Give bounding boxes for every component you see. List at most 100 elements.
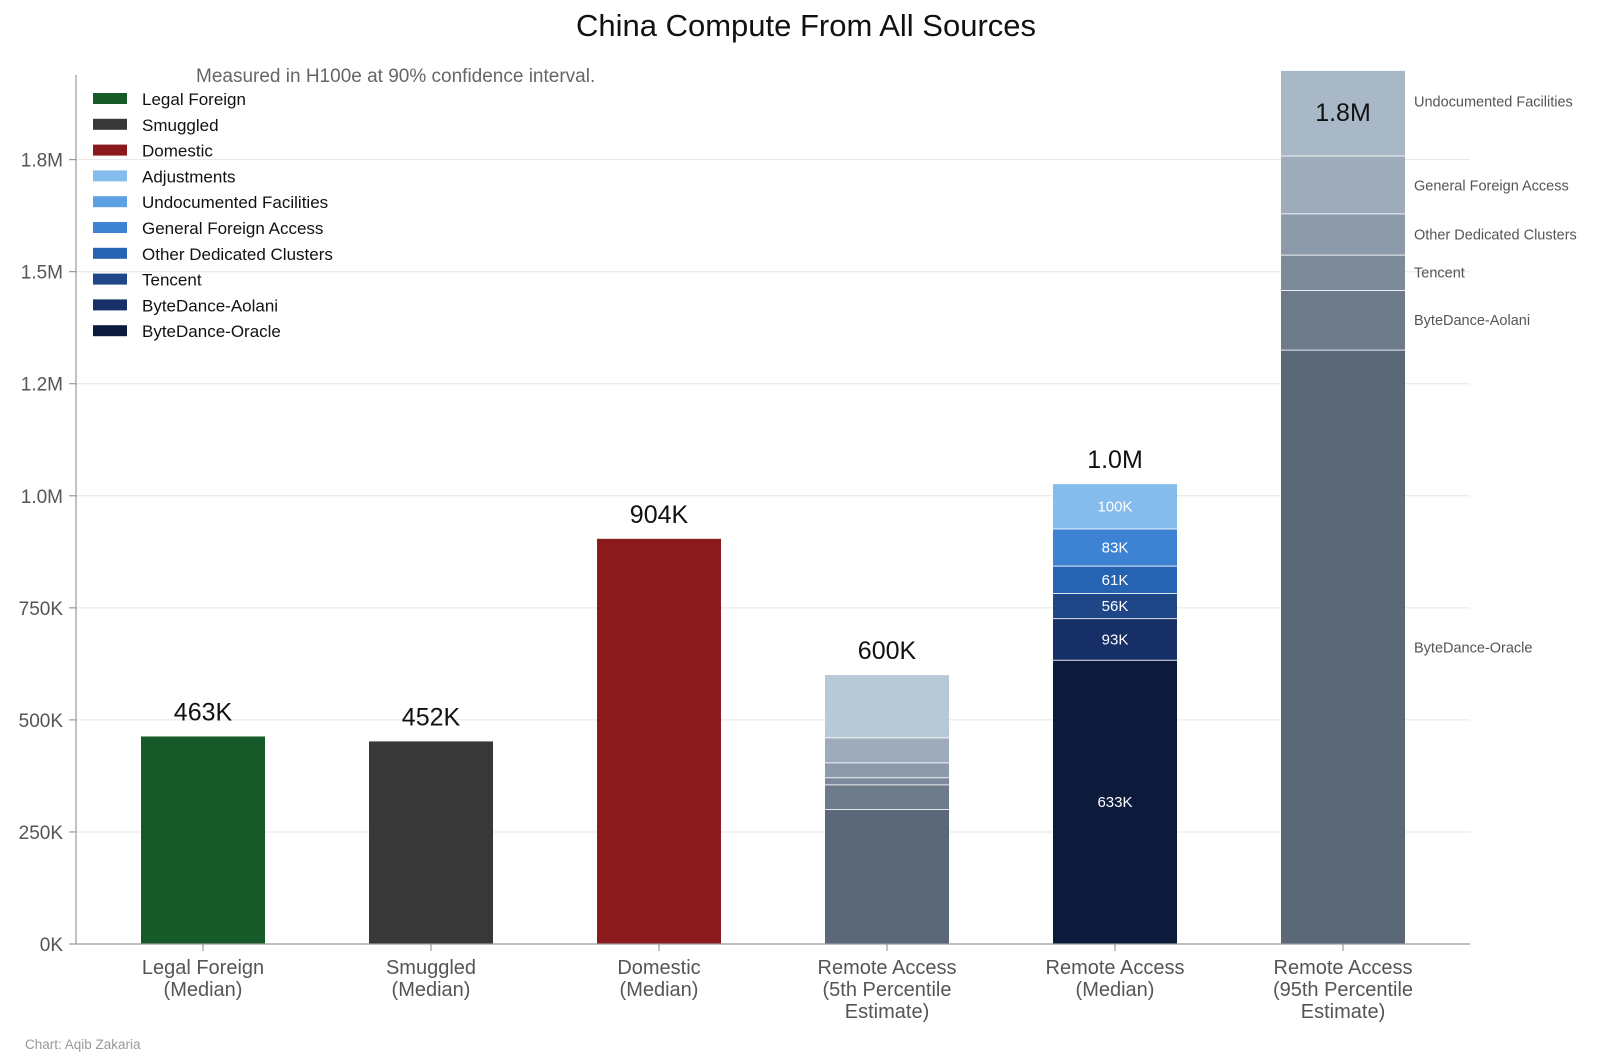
- x-tick-label: Smuggled: [386, 957, 476, 979]
- x-tick-label: (Median): [1076, 979, 1155, 1001]
- legend: Legal Foreign Smuggled Domestic Adjustments…: [93, 90, 333, 341]
- y-tick-label: 1.0M: [21, 487, 63, 508]
- x-tick-label: Legal Foreign: [142, 957, 264, 979]
- x-tick-label: (95th Percentile: [1273, 979, 1413, 1001]
- gridlines: [76, 159, 1470, 833]
- bar-segment: [1053, 618, 1177, 661]
- bar-stack: 1.8M: [1281, 70, 1405, 945]
- legend-item: ByteDance-Oracle: [93, 322, 281, 341]
- y-tick-label: 1.5M: [21, 263, 63, 284]
- right-side-segment-labels: Undocumented Facilities General Foreign A…: [1414, 94, 1577, 656]
- legend-item: ByteDance-Aolani: [93, 296, 278, 315]
- bar-segment: [825, 777, 949, 785]
- bar-segment: [1053, 484, 1177, 529]
- bar-total-label: 904K: [630, 501, 689, 529]
- bar-segment: [825, 762, 949, 778]
- legend-swatch: [93, 144, 127, 156]
- legend-label: ByteDance-Aolani: [142, 296, 278, 315]
- bar-segment: [1053, 593, 1177, 619]
- bar-stack: 600K: [825, 637, 949, 944]
- y-tick-label: 0K: [40, 935, 64, 956]
- x-tick-label: Remote Access: [1274, 957, 1413, 979]
- legend-label: Tencent: [142, 271, 202, 290]
- bar-segment: [1053, 566, 1177, 594]
- bar-segment: [825, 737, 949, 763]
- segment-value-label: 61K: [1102, 572, 1129, 589]
- legend-label: General Foreign Access: [142, 219, 323, 238]
- bar-segment: [1281, 156, 1405, 214]
- bar-stack: 633K 93K 56K 61K 83K 100K 1.0M: [1053, 446, 1177, 944]
- legend-item: Other Dedicated Clusters: [93, 245, 333, 264]
- x-tick-label: Remote Access: [1046, 957, 1185, 979]
- bars-group: 463K 452K 904K 600K 633K 93K 56K 61K 83K 100K 1.0M…: [141, 70, 1405, 945]
- bar-total-label: 600K: [858, 637, 917, 665]
- legend-item: Tencent: [93, 271, 202, 290]
- y-tick-label: 1.8M: [21, 151, 63, 172]
- x-tick-label: (Median): [620, 979, 699, 1001]
- y-tick-label: 1.2M: [21, 375, 63, 396]
- legend-swatch: [93, 222, 127, 233]
- axes-group: [75, 75, 1470, 945]
- chart-credit: Chart: Aqib Zakaria: [25, 1037, 141, 1052]
- y-tick-label: 250K: [19, 823, 64, 844]
- bar-stack: 904K: [597, 501, 721, 944]
- legend-swatch: [93, 118, 127, 130]
- legend-label: Other Dedicated Clusters: [142, 245, 333, 264]
- bar-stack: 463K: [141, 698, 265, 944]
- bar-segment: [597, 538, 721, 944]
- bar-segment: [1053, 528, 1177, 567]
- bar-segment: [1281, 290, 1405, 351]
- legend-swatch: [93, 299, 127, 311]
- bar-segment: [369, 741, 493, 944]
- legend-label: ByteDance-Oracle: [142, 322, 281, 341]
- x-tick-label: (Median): [164, 979, 243, 1001]
- legend-swatch: [93, 273, 127, 285]
- bar-segment: [825, 675, 949, 738]
- x-tick-label: Remote Access: [818, 957, 957, 979]
- legend-label: Adjustments: [142, 167, 236, 186]
- segment-value-label: 100K: [1097, 499, 1132, 516]
- right-segment-label: Undocumented Facilities: [1414, 94, 1573, 110]
- right-segment-label: Other Dedicated Clusters: [1414, 227, 1577, 243]
- x-tick-label: (5th Percentile: [823, 979, 952, 1001]
- legend-swatch: [93, 196, 127, 208]
- chart-subtitle: Measured in H100e at 90% confidence inte…: [196, 66, 595, 87]
- right-segment-label: ByteDance-Oracle: [1414, 640, 1532, 656]
- bar-segment: [1281, 255, 1405, 291]
- legend-item: Adjustments: [93, 167, 236, 186]
- legend-label: Domestic: [142, 142, 213, 161]
- x-tick-label: Estimate): [1301, 1001, 1385, 1023]
- bar-segment: [825, 784, 949, 810]
- bar-segment: [1281, 213, 1405, 256]
- segment-value-label: 633K: [1097, 794, 1132, 811]
- x-tick-label: Estimate): [845, 1001, 929, 1023]
- bar-total-label: 1.8M: [1315, 99, 1371, 127]
- bar-segment: [141, 736, 265, 944]
- bar-segment: [825, 809, 949, 944]
- x-tick-label: Domestic: [617, 957, 700, 979]
- y-tick-label: 500K: [19, 711, 64, 732]
- segment-value-label: 56K: [1102, 598, 1129, 615]
- right-segment-label: ByteDance-Aolani: [1414, 313, 1530, 329]
- bar-total-label: 463K: [174, 698, 233, 726]
- x-axis-tick-labels: Legal Foreign(Median)Smuggled(Median)Dom…: [142, 944, 1413, 1023]
- x-tick-label: (Median): [392, 979, 471, 1001]
- bar-segment: [1281, 350, 1405, 945]
- bar-total-label: 452K: [402, 703, 461, 731]
- legend-label: Smuggled: [142, 116, 219, 135]
- legend-label: Undocumented Facilities: [142, 193, 328, 212]
- legend-swatch: [93, 170, 127, 182]
- legend-item: Undocumented Facilities: [93, 193, 328, 212]
- segment-value-label: 93K: [1102, 631, 1129, 648]
- y-tick-label: 750K: [19, 599, 64, 620]
- bar-total-label: 1.0M: [1087, 446, 1143, 474]
- right-segment-label: General Foreign Access: [1414, 179, 1569, 195]
- legend-swatch: [93, 93, 127, 104]
- segment-value-label: 83K: [1102, 540, 1129, 557]
- bar-stack: 452K: [369, 703, 493, 944]
- legend-item: General Foreign Access: [93, 219, 323, 238]
- legend-item: Legal Foreign: [93, 90, 246, 109]
- legend-swatch: [93, 325, 127, 337]
- bar-segment: [1053, 660, 1177, 944]
